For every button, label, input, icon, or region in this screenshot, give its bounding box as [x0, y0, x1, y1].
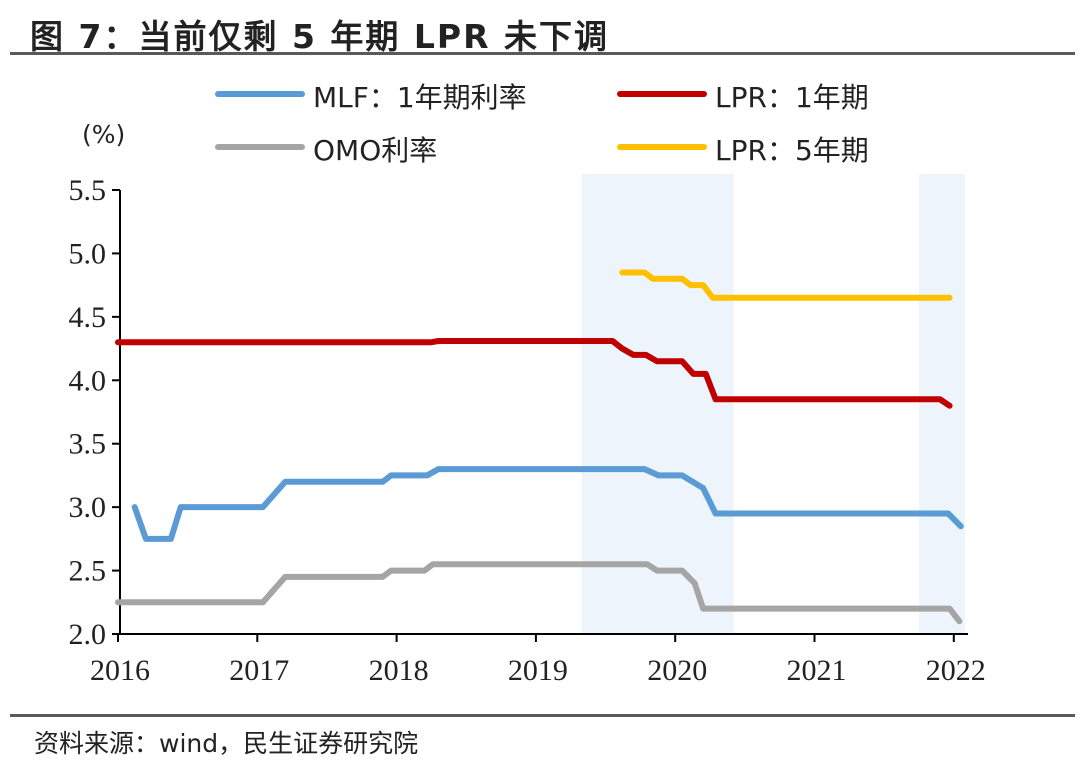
x-tick-label: 2017: [229, 654, 289, 687]
series-line-lpr-1y: [115, 338, 953, 409]
legend-swatch-lpr-1y: [617, 91, 707, 97]
series-line-omo: [115, 561, 963, 625]
x-tick-label: 2020: [647, 654, 707, 687]
x-tick-label: 2016: [90, 654, 150, 687]
legend-swatch-omo: [215, 144, 305, 150]
legend-label-mlf: MLF：1年期利率: [313, 81, 527, 114]
y-tick-label: 5.0: [69, 237, 107, 270]
y-tick-label: 3.0: [69, 491, 107, 524]
y-tick-label: 2.0: [69, 618, 107, 651]
legend-label-lpr-5y: LPR：5年期: [715, 134, 869, 167]
bottom-rule: [10, 714, 1075, 717]
y-tick-label: 4.0: [69, 364, 107, 397]
y-tick-label: 4.5: [69, 301, 107, 334]
shaded-region-1: [581, 174, 734, 634]
chart-title: 图 7：当前仅剩 5 年期 LPR 未下调: [30, 17, 609, 56]
series-line-lpr-5y: [619, 269, 953, 301]
y-axis-unit-label: (%): [82, 120, 126, 149]
series-line-mlf: [131, 466, 964, 542]
legend-label-omo: OMO利率: [313, 134, 438, 167]
legend-swatch-mlf: [215, 91, 305, 97]
x-tick-label: 2021: [787, 654, 847, 687]
legend-swatch-lpr-5y: [617, 144, 707, 150]
x-tick-label: 2019: [508, 654, 568, 687]
y-tick-label: 2.5: [69, 555, 107, 588]
x-tick-label: 2022: [926, 654, 986, 687]
y-tick-label: 5.5: [69, 174, 107, 207]
top-rule: [10, 52, 1075, 55]
legend-label-lpr-1y: LPR：1年期: [715, 81, 869, 114]
x-tick-label: 2018: [369, 654, 429, 687]
y-tick-label: 3.5: [69, 428, 107, 461]
source-note: 资料来源：wind，民生证券研究院: [34, 729, 419, 758]
